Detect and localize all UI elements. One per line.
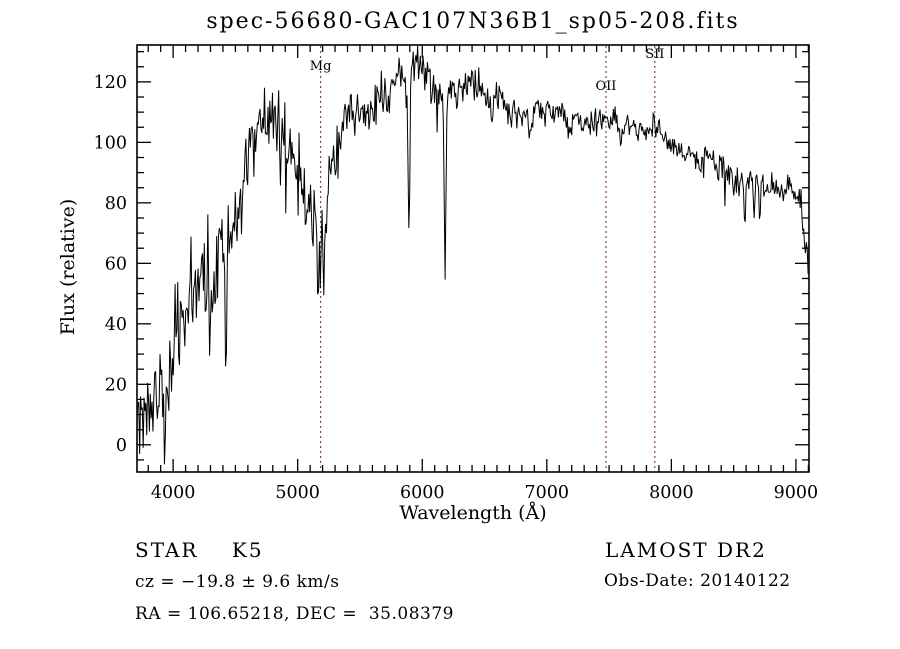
y-tick-label: 60 (105, 254, 127, 274)
spectrum-trace (137, 45, 809, 465)
y-tick-label: 40 (105, 315, 127, 335)
feature-label-sii: SII (645, 47, 664, 62)
radial-velocity-text: cz = −19.8 ± 9.6 km/s (135, 572, 340, 592)
spectrum-plot-canvas: Mg OII SII 4000 5000 6000 7000 8000 9000 0 20 40 60 8… (94, 44, 819, 503)
plot-title: spec-56680-GAC107N36B1_sp05-208.fits (206, 9, 740, 34)
survey-release-text: LAMOST DR2 (605, 538, 767, 562)
y-tick-label: 100 (94, 133, 127, 153)
x-tick-label: 7000 (525, 483, 570, 503)
x-axis-label: Wavelength (Å) (399, 502, 547, 524)
x-tick-label: 4000 (151, 483, 196, 503)
ra-dec-text: RA = 106.65218, DEC = 35.08379 (135, 604, 454, 624)
y-tick-label: 120 (94, 73, 127, 93)
obs-date-text: Obs-Date: 20140122 (604, 571, 791, 591)
y-tick-label: 0 (116, 436, 127, 456)
y-tick-label: 80 (105, 194, 127, 214)
x-tick-label: 8000 (649, 483, 694, 503)
feature-label-mg: Mg (310, 59, 332, 74)
x-tick-label: 9000 (774, 483, 819, 503)
object-class-text: STAR K5 (135, 538, 264, 562)
x-tick-label: 5000 (275, 483, 320, 503)
x-tick-label: 6000 (400, 483, 445, 503)
y-axis-label: Flux (relative) (57, 198, 79, 336)
y-tick-label: 20 (105, 375, 127, 395)
plot-box (136, 44, 810, 473)
feature-label-oii: OII (595, 79, 616, 94)
